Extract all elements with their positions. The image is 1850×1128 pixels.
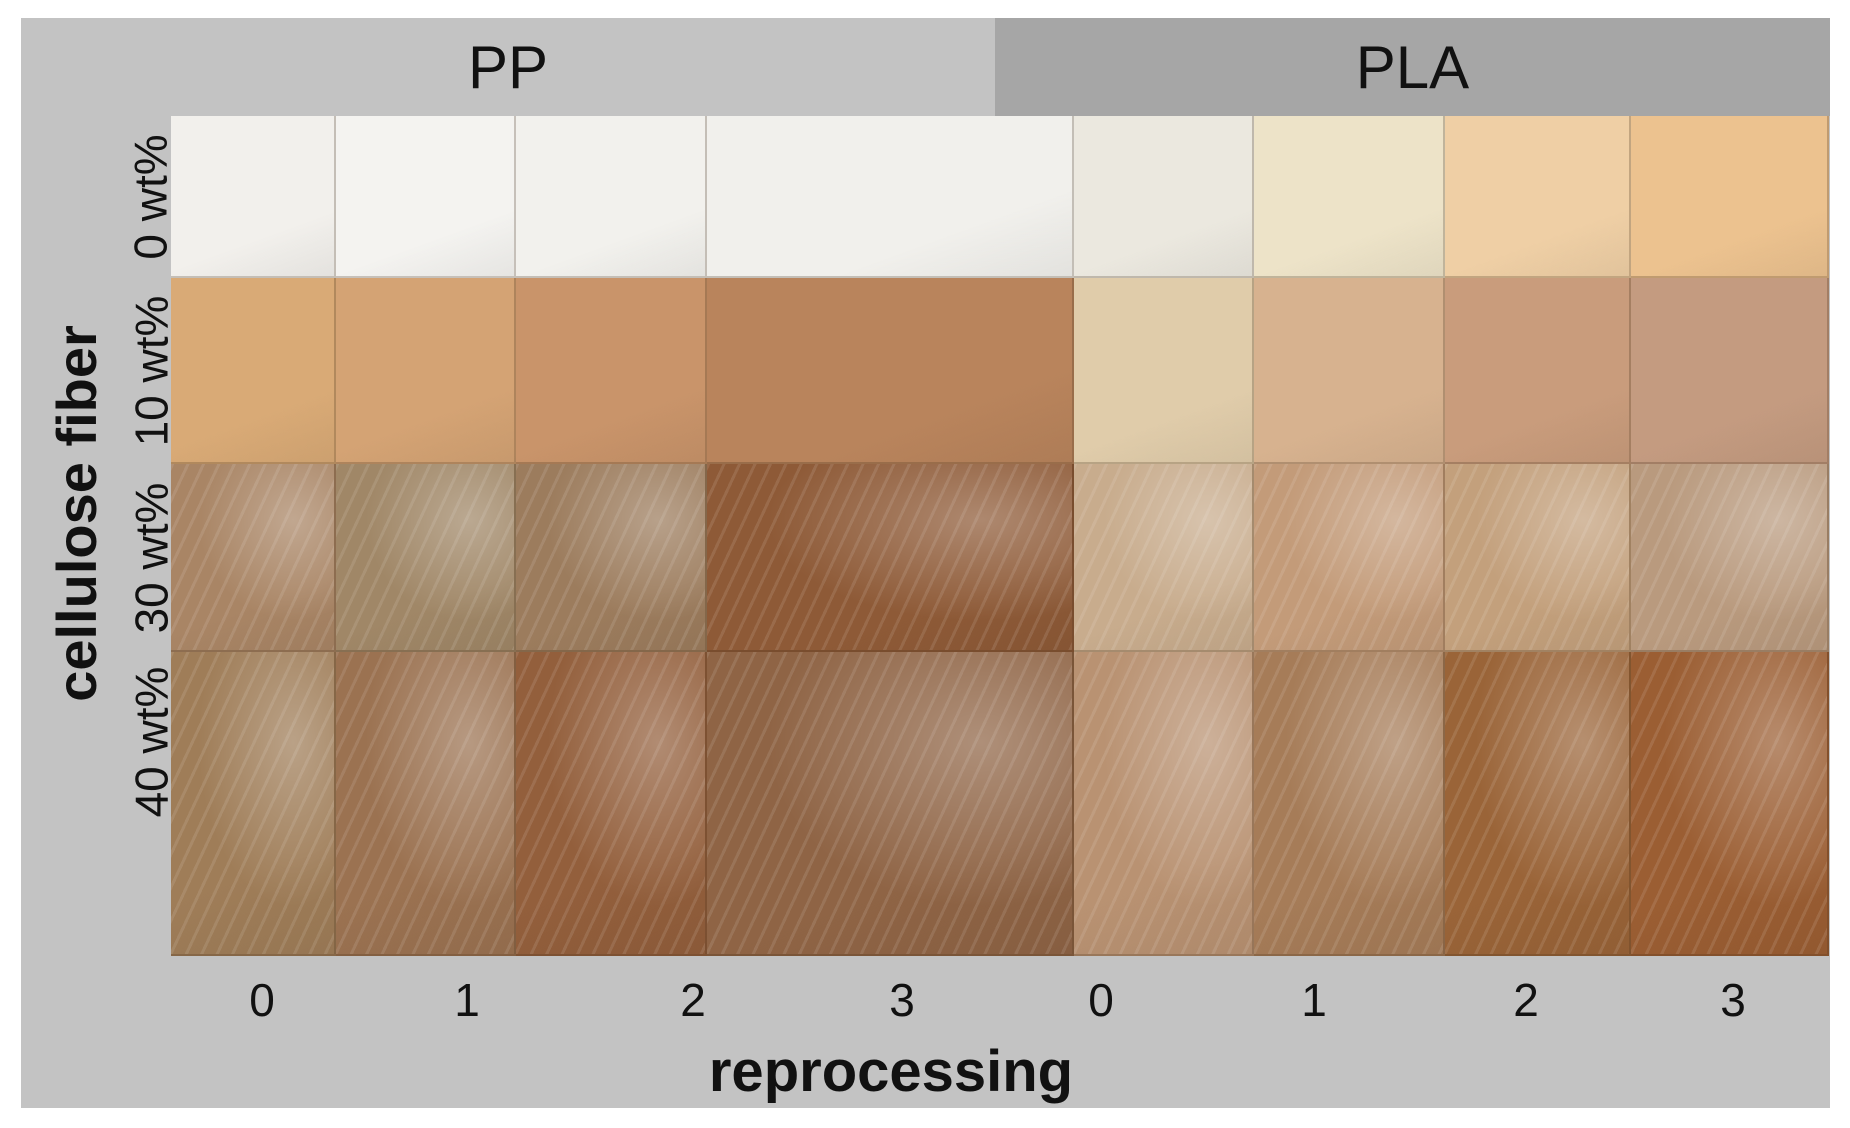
sample-pp-row0-col1 bbox=[336, 116, 516, 278]
sample-pp-row1-col3 bbox=[707, 278, 1074, 464]
group-header-pla: PLA bbox=[995, 18, 1830, 116]
figure: PP PLA cellulose fiber 0 wt% 10 wt% 30 w… bbox=[21, 18, 1830, 1108]
col-label-pla-2: 2 bbox=[1513, 974, 1539, 1026]
sample-pp-row2-col1 bbox=[336, 464, 516, 652]
sample-pla-row0-col1 bbox=[1254, 116, 1445, 278]
col-label-pp-0: 0 bbox=[249, 974, 275, 1026]
sample-pp-row3-col3 bbox=[707, 652, 1074, 956]
sample-pp-row0-col3 bbox=[707, 116, 1074, 278]
sample-pp-row2-col0 bbox=[171, 464, 336, 652]
sample-pla-row3-col0 bbox=[1074, 652, 1254, 956]
y-axis-title-text: cellulose fiber bbox=[44, 324, 108, 702]
sample-pla-row0-col0 bbox=[1074, 116, 1254, 278]
y-axis-title: cellulose fiber bbox=[41, 278, 111, 748]
sample-pla-row0-col2 bbox=[1445, 116, 1631, 278]
sample-pla-row3-col2 bbox=[1445, 652, 1631, 956]
row-label-text: 40 wt% bbox=[125, 666, 178, 818]
sample-pla-row2-col0 bbox=[1074, 464, 1254, 652]
sample-pla-row0-col3 bbox=[1631, 116, 1829, 278]
sample-pla-row3-col3 bbox=[1631, 652, 1829, 956]
col-label-pp-2: 2 bbox=[680, 974, 706, 1026]
row-label-0: 0 wt% bbox=[121, 116, 181, 278]
sample-pp-row3-col2 bbox=[516, 652, 707, 956]
row-label-1: 10 wt% bbox=[121, 278, 181, 464]
sample-pp-row1-col2 bbox=[516, 278, 707, 464]
sample-pp-row2-col3 bbox=[707, 464, 1074, 652]
row-label-text: 0 wt% bbox=[125, 134, 178, 260]
group-header-pp: PP bbox=[21, 18, 995, 116]
sample-pla-row1-col1 bbox=[1254, 278, 1445, 464]
row-label-text: 10 wt% bbox=[125, 295, 178, 447]
col-label-pla-3: 3 bbox=[1720, 974, 1746, 1026]
sample-pp-row3-col0 bbox=[171, 652, 336, 956]
row-label-text: 30 wt% bbox=[125, 482, 178, 634]
sample-pp-row2-col2 bbox=[516, 464, 707, 652]
row-label-2: 30 wt% bbox=[121, 464, 181, 652]
sample-pla-row2-col2 bbox=[1445, 464, 1631, 652]
sample-pla-row1-col0 bbox=[1074, 278, 1254, 464]
col-label-pla-0: 0 bbox=[1088, 974, 1114, 1026]
sample-pla-row1-col3 bbox=[1631, 278, 1829, 464]
sample-pla-row2-col1 bbox=[1254, 464, 1445, 652]
col-label-pp-1: 1 bbox=[454, 974, 480, 1026]
sample-pla-row3-col1 bbox=[1254, 652, 1445, 956]
sample-pla-row1-col2 bbox=[1445, 278, 1631, 464]
sample-pla-row2-col3 bbox=[1631, 464, 1829, 652]
sample-pp-row0-col2 bbox=[516, 116, 707, 278]
sample-pp-row0-col0 bbox=[171, 116, 336, 278]
col-label-pp-3: 3 bbox=[889, 974, 915, 1026]
sample-photo-grid bbox=[171, 116, 1829, 956]
x-axis-title: reprocessing bbox=[708, 1039, 1074, 1104]
row-label-3: 40 wt% bbox=[121, 652, 181, 832]
col-label-pla-1: 1 bbox=[1301, 974, 1327, 1026]
sample-pp-row3-col1 bbox=[336, 652, 516, 956]
sample-pp-row1-col0 bbox=[171, 278, 336, 464]
sample-pp-row1-col1 bbox=[336, 278, 516, 464]
